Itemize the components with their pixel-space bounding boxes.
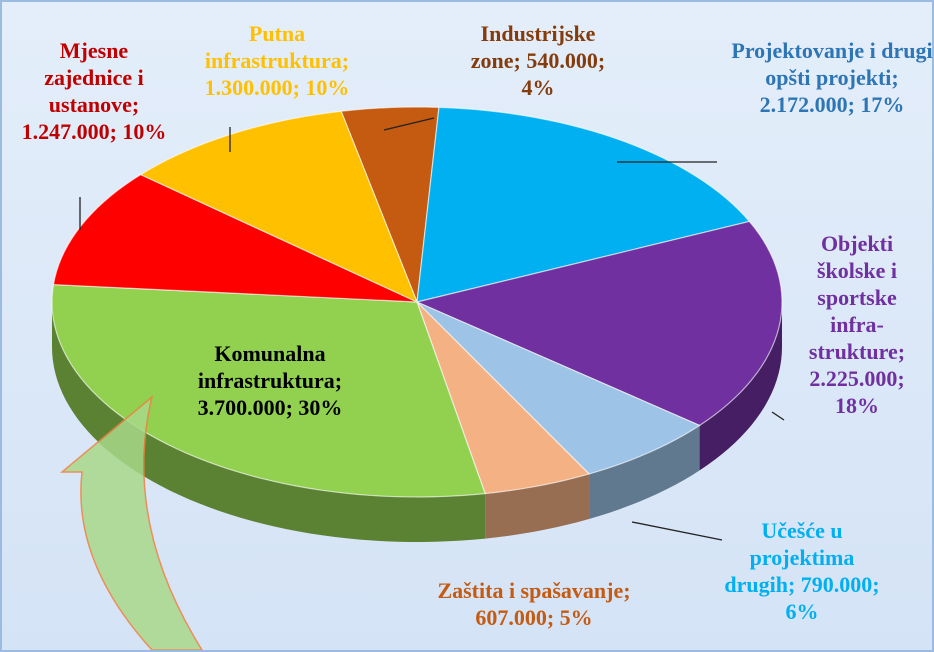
slice-label: Objekti školske i sportske infra-struktu… <box>792 230 922 419</box>
slice <box>139 110 419 304</box>
value-label: 2.172.000; 17% <box>759 92 905 117</box>
slice <box>415 220 783 427</box>
value-label: 607.000; 5% <box>475 605 593 630</box>
slice <box>416 301 701 475</box>
slice-side <box>589 425 700 519</box>
category-label: Komunalna infrastruktura; <box>197 341 343 393</box>
slice-side <box>52 302 486 542</box>
value-label: 1.300.000; 10% <box>204 75 350 100</box>
value-label: 540.000; 4% <box>521 48 606 100</box>
value-label: 3.700.000; 30% <box>197 395 343 420</box>
slice-label: Industrijske zone; 540.000; 4% <box>453 20 623 101</box>
value-label: 790.000; 6% <box>785 572 880 624</box>
slice-label: Učešće u projektima drugih; 790.000; 6% <box>717 517 887 625</box>
slice-label: Projektovanje i drugi opšti projekti; 2.… <box>722 37 934 118</box>
category-label: Putna infrastruktura; <box>204 21 350 73</box>
value-label: 2.225.000; 18% <box>809 366 905 418</box>
value-label: 1.247.000; 10% <box>21 119 167 144</box>
category-label: Projektovanje i drugi opšti projekti; <box>731 38 933 90</box>
category-label: Mjesne zajednice i ustanove; <box>44 38 144 117</box>
slice <box>340 106 440 303</box>
slice-label: Putna infrastruktura; 1.300.000; 10% <box>177 20 377 101</box>
slices <box>51 106 783 542</box>
slice <box>416 301 591 495</box>
slice-side <box>485 473 590 539</box>
slice <box>416 106 751 303</box>
slice-label: Zaštita i spašavanje; 607.000; 5% <box>404 577 664 631</box>
category-label: Zaštita i spašavanje; <box>437 578 631 603</box>
category-label: Industrijske zone; <box>470 21 596 73</box>
arrow-decoration <box>59 394 203 650</box>
slice-label: Mjesne zajednice i ustanove; 1.247.000; … <box>19 37 169 145</box>
leader-lines <box>79 117 785 541</box>
leader-line <box>771 411 785 421</box>
leader-line <box>383 117 435 131</box>
slice <box>51 283 486 498</box>
leader-line <box>631 521 723 541</box>
slice <box>52 173 418 303</box>
slice-side <box>699 302 782 471</box>
category-label: Učešće u projektima drugih; <box>724 518 855 597</box>
slice-label: Komunalna infrastruktura; 3.700.000; 30% <box>155 340 385 421</box>
category-label: Objekti školske i sportske infra-struktu… <box>808 231 906 364</box>
